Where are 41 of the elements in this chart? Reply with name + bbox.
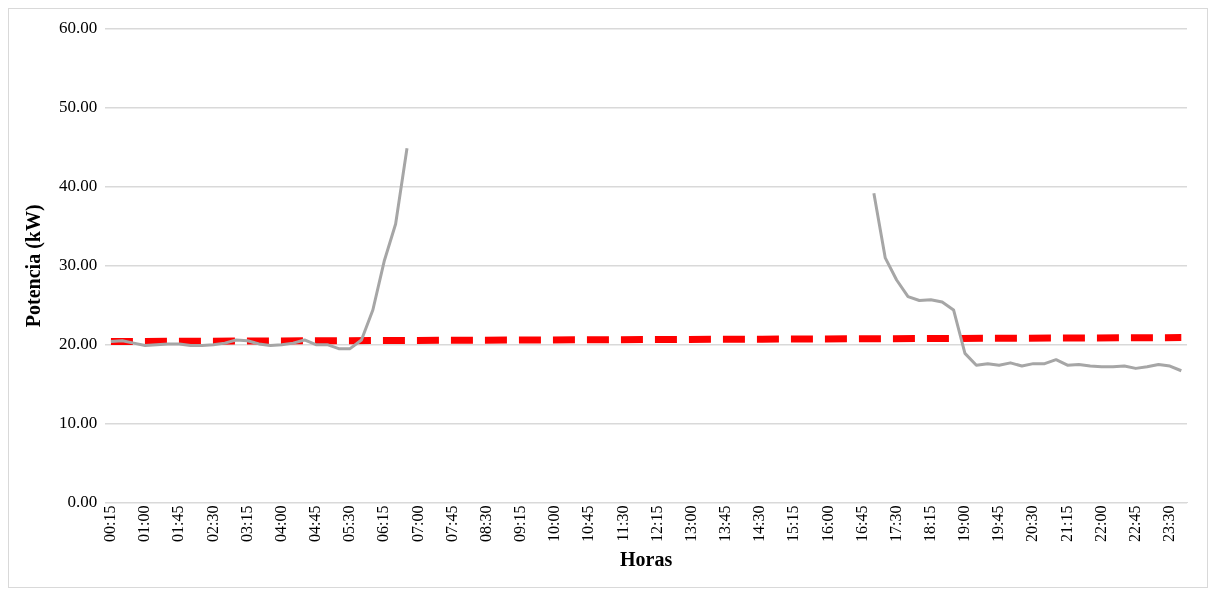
x-tick-label: 17:30	[886, 505, 904, 543]
x-tick-label: 15:15	[784, 505, 802, 543]
x-tick-label: 00:15	[101, 505, 119, 543]
x-tick-label: 20:30	[1023, 505, 1041, 543]
x-tick-label: 07:45	[442, 505, 460, 543]
x-tick-label: 03:15	[237, 505, 255, 543]
y-tick-label: 40.00	[59, 176, 98, 196]
y-tick-label: 0.00	[67, 492, 98, 512]
x-tick-label: 09:15	[511, 505, 529, 543]
x-tick-label: 21:15	[1057, 505, 1075, 543]
x-tick-label: 01:00	[135, 505, 153, 543]
x-tick-label: 06:15	[374, 505, 392, 543]
x-tick-label: 16:45	[852, 505, 870, 543]
x-tick-label: 14:30	[750, 505, 768, 543]
x-tick-label: 23:30	[1160, 505, 1178, 543]
x-tick-label: 22:00	[1091, 505, 1109, 543]
x-tick-label: 19:45	[989, 505, 1007, 543]
x-tick-label: 11:30	[613, 505, 631, 542]
y-axis-title: Potencia (kW)	[22, 204, 46, 328]
x-tick-label: 12:15	[647, 505, 665, 543]
x-tick-label: 13:00	[681, 505, 699, 543]
x-tick-label: 19:00	[955, 505, 973, 543]
y-tick-label: 60.00	[59, 18, 98, 38]
x-tick-label: 18:15	[921, 505, 938, 543]
x-tick-label: 13:45	[716, 505, 734, 543]
y-tick-label: 20.00	[59, 334, 98, 354]
x-tick-label: 08:30	[476, 505, 494, 543]
x-tick-label: 10:45	[579, 505, 597, 543]
x-tick-label: 10:00	[545, 505, 563, 543]
x-axis-title: Horas	[620, 548, 673, 571]
x-tick-label: 07:00	[408, 505, 426, 543]
x-tick-label: 05:30	[340, 505, 358, 543]
x-tick-label: 22:45	[1125, 505, 1143, 543]
x-tick-label: 04:00	[271, 505, 289, 543]
y-tick-label: 50.00	[59, 97, 98, 117]
x-tick-label: 01:45	[169, 505, 187, 543]
x-tick-label: 16:00	[818, 505, 836, 543]
y-tick-label: 30.00	[59, 255, 98, 275]
x-tick-label: 04:45	[306, 505, 324, 543]
x-tick-label: 02:30	[203, 505, 221, 543]
y-tick-label: 10.00	[59, 413, 98, 433]
